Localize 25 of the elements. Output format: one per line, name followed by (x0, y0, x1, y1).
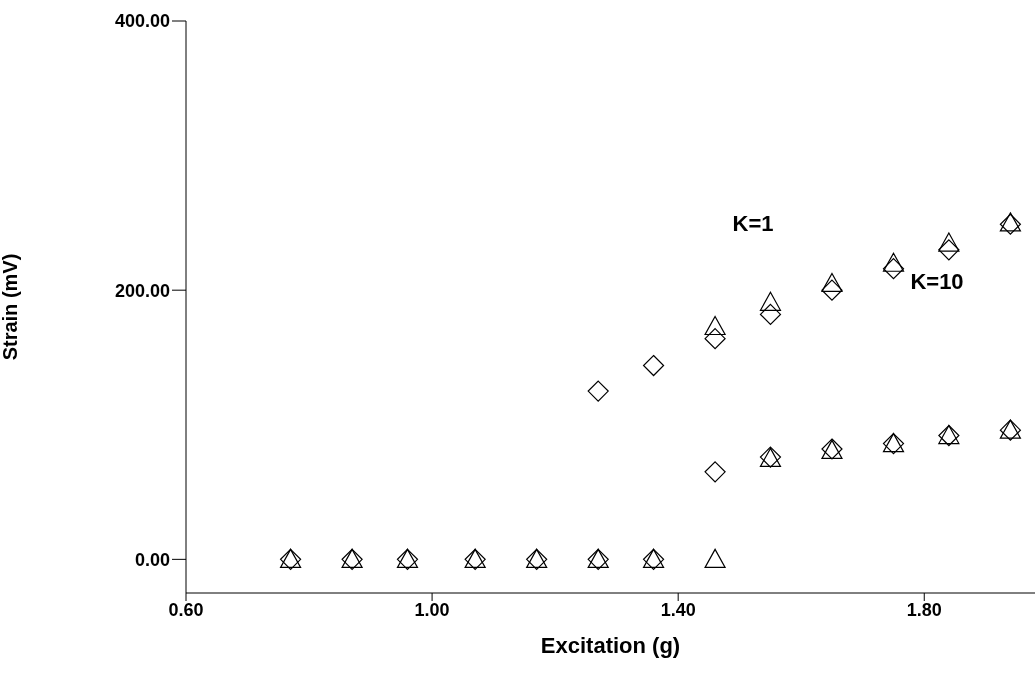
x-tick-label: 1.00 (414, 599, 450, 620)
point (821, 279, 843, 301)
point (938, 239, 960, 261)
x-axis-title: Excitation (g) (540, 633, 681, 658)
point (821, 272, 843, 293)
annotation: K=10 (910, 269, 964, 295)
point (642, 354, 665, 377)
point (759, 303, 782, 325)
x-tick-label: 1.40 (660, 599, 696, 620)
point (938, 232, 960, 252)
point (759, 291, 782, 311)
point (704, 548, 726, 568)
x-tick-label: 0.60 (168, 599, 204, 620)
annotation: K=1 (732, 211, 774, 237)
point (704, 461, 726, 483)
point (587, 380, 609, 402)
x-tick-label: 1.80 (906, 599, 942, 620)
point (704, 315, 726, 336)
point (882, 252, 905, 272)
y-tick-label: 0.00 (134, 549, 170, 570)
point (882, 258, 905, 280)
y-axis-title: Strain (mV) (0, 253, 22, 361)
point (704, 328, 726, 350)
y-tick-label: 200.00 (114, 280, 170, 301)
y-tick-label: 400.00 (114, 11, 170, 32)
